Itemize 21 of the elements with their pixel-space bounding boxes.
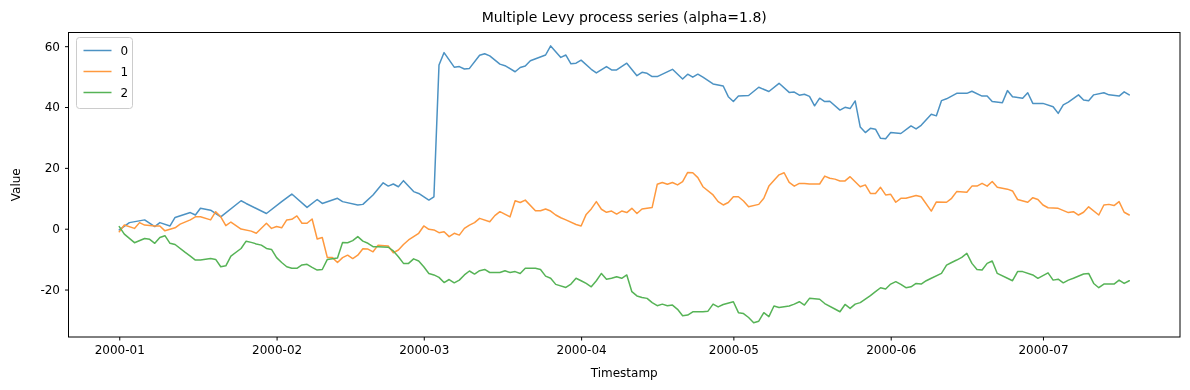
y-tick-label: 60 [44, 39, 60, 54]
x-axis-title: Timestamp [589, 366, 658, 380]
x-tick-label: 2000-05 [708, 343, 759, 358]
x-tick-label: 2000-02 [252, 343, 303, 358]
y-tick-label: 40 [44, 100, 60, 115]
y-tick-label: 0 [52, 222, 60, 237]
x-tick-label: 2000-07 [1018, 343, 1069, 358]
line-series [118, 225, 1130, 324]
line-series [118, 45, 1130, 231]
y-tick-label: -20 [40, 282, 60, 297]
legend-label: 0 [120, 44, 129, 58]
legend-label: 1 [120, 65, 129, 79]
line-series [118, 171, 1130, 264]
x-tick-label: 2000-03 [399, 343, 450, 358]
chart-title: Multiple Levy process series (alpha=1.8) [481, 9, 767, 25]
y-tick-label: 20 [44, 161, 60, 176]
x-tick-label: 2000-06 [866, 343, 917, 358]
y-axis-title: Value [9, 168, 23, 202]
x-tick-label: 2000-01 [94, 343, 145, 358]
legend-label: 2 [120, 86, 129, 100]
x-tick-label: 2000-04 [556, 343, 607, 358]
